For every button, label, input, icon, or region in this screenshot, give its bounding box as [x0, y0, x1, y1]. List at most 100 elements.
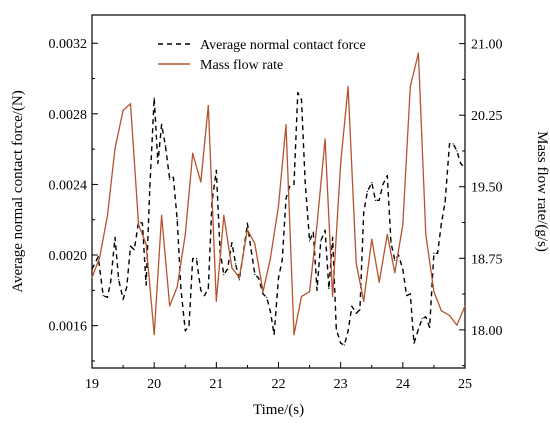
force-point — [405, 295, 408, 297]
flow-point — [169, 305, 171, 307]
force-point — [343, 344, 345, 346]
flow-point — [207, 105, 209, 107]
force-point — [141, 222, 143, 224]
flow-point — [106, 214, 109, 216]
force-point — [304, 182, 306, 184]
flow-point — [223, 214, 225, 216]
force-point — [366, 190, 368, 193]
x-tick-label: 24 — [396, 377, 410, 392]
force-point — [316, 289, 318, 291]
force-point — [402, 268, 404, 270]
y-right-tick-label: 19.50 — [471, 181, 503, 196]
force-point — [289, 185, 291, 187]
x-axis-title: Time/(s) — [253, 402, 304, 418]
force-point — [359, 309, 361, 311]
force-point — [180, 287, 182, 290]
flow-point — [300, 295, 303, 298]
y-axis-left-title: Average normal contact force/(N) — [10, 90, 26, 293]
x-tick-label: 20 — [147, 377, 161, 392]
flow-point — [324, 138, 326, 140]
force-point — [277, 277, 280, 279]
force-point — [207, 287, 209, 290]
force-point — [421, 317, 423, 320]
flow-point — [215, 300, 217, 302]
flow-point — [402, 224, 404, 226]
force-point — [324, 229, 326, 231]
flow-point — [386, 233, 388, 236]
force-point — [188, 325, 190, 327]
y-left-tick-label: 0.0016 — [49, 320, 88, 335]
force-point — [164, 145, 166, 147]
flow-point — [246, 229, 249, 231]
force-point — [394, 259, 396, 261]
force-point — [149, 187, 151, 189]
force-point — [300, 99, 303, 101]
x-tick-label: 19 — [85, 377, 99, 392]
force-point — [262, 293, 264, 295]
x-axis: 19 20 21 22 23 24 25 — [85, 362, 472, 392]
force-point — [386, 175, 388, 177]
y-axis-right: 18.00 18.75 19.50 20.25 21.00 — [459, 38, 503, 367]
flow-point — [138, 224, 140, 226]
force-point — [382, 183, 384, 186]
force-point — [172, 176, 175, 178]
flow-point — [285, 124, 287, 126]
y-right-tick-label: 20.25 — [471, 109, 503, 124]
flow-point — [363, 300, 365, 302]
flow-point — [161, 214, 163, 216]
flow-point — [331, 295, 334, 298]
force-point — [153, 97, 155, 99]
flow-point — [262, 291, 264, 293]
flow-point — [440, 310, 442, 312]
force-point — [308, 240, 311, 242]
flow-point — [464, 305, 466, 307]
legend-flow-label: Mass flow rate — [200, 58, 283, 73]
flow-point — [114, 147, 116, 150]
force-point — [374, 199, 377, 201]
force-point — [456, 150, 458, 152]
force-point — [433, 252, 435, 254]
flow-point — [277, 205, 280, 207]
series-layer — [91, 52, 466, 346]
force-point — [176, 219, 178, 221]
force-point — [320, 240, 322, 242]
flow-point — [417, 52, 419, 54]
force-point — [97, 256, 99, 258]
force-point — [133, 249, 135, 251]
flow-point — [145, 243, 147, 245]
force-point — [157, 162, 159, 164]
flow-point — [231, 267, 233, 269]
force-point — [347, 330, 349, 332]
force-point — [312, 231, 314, 233]
flow-point — [340, 162, 342, 164]
force-point — [203, 295, 206, 297]
flow-point — [153, 334, 155, 336]
force-point — [285, 197, 287, 200]
force-point — [409, 293, 411, 295]
force-point — [231, 242, 233, 244]
force-point — [297, 92, 299, 94]
force-point — [122, 298, 124, 300]
force-point — [351, 305, 353, 307]
force-point — [293, 183, 295, 186]
force-point — [91, 268, 93, 270]
force-point — [200, 289, 202, 291]
force-point — [126, 286, 128, 288]
flow-point — [355, 262, 357, 264]
y-right-tick-label: 21.00 — [471, 38, 503, 53]
force-point — [118, 279, 120, 281]
flow-point — [238, 276, 240, 278]
flow-point — [129, 103, 132, 105]
flow-point — [433, 291, 435, 293]
legend-force-label: Average normal contact force — [200, 38, 366, 53]
force-point — [246, 222, 249, 224]
force-point — [223, 273, 225, 276]
force-point — [428, 326, 431, 329]
force-point — [448, 143, 451, 145]
force-point — [335, 328, 337, 330]
force-point — [169, 178, 171, 180]
y-axis-left: 0.0016 0.0020 0.0024 0.0028 0.0032 — [49, 37, 98, 362]
force-point — [355, 312, 357, 314]
force-point — [258, 277, 260, 279]
